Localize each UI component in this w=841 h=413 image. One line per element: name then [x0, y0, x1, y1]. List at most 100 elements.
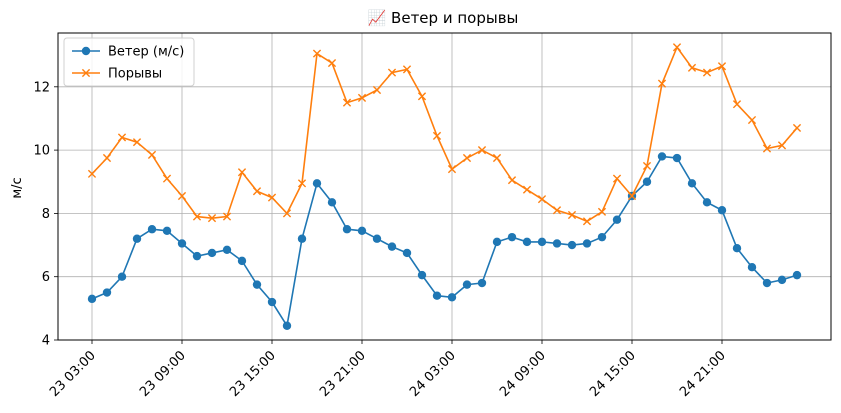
data-point	[402, 248, 412, 258]
y-tick-label: 6	[42, 270, 50, 285]
data-point	[462, 153, 472, 163]
data-point	[372, 234, 382, 243]
data-point	[447, 293, 457, 302]
data-point	[537, 195, 547, 204]
data-point	[462, 280, 472, 289]
data-point	[507, 176, 517, 185]
x-tick-label: 23 03:00	[47, 348, 99, 400]
legend-item: Порывы	[72, 67, 162, 82]
data-point	[687, 179, 697, 188]
legend-label: Порывы	[108, 67, 162, 82]
x-tick-label: 24 09:00	[497, 348, 549, 400]
x-tick-label: 23 15:00	[227, 348, 279, 400]
legend: Ветер (м/с) Порывы	[63, 37, 195, 87]
series-line	[91, 45, 798, 223]
data-point	[147, 225, 157, 234]
plot-area-frame	[57, 32, 832, 341]
data-point	[717, 206, 727, 215]
x-tick-label: 24 15:00	[587, 348, 639, 400]
data-point	[387, 68, 397, 77]
data-point	[747, 115, 757, 125]
data-point	[162, 226, 172, 236]
data-point	[477, 278, 487, 288]
data-point	[252, 280, 262, 289]
data-point	[252, 187, 262, 196]
data-point	[477, 146, 487, 155]
legend-item: Ветер (м/с)	[72, 45, 184, 60]
data-point	[537, 237, 547, 247]
data-point	[372, 85, 382, 95]
data-point	[312, 179, 322, 188]
series-2	[87, 43, 802, 226]
data-point	[117, 133, 127, 142]
data-point	[417, 92, 427, 101]
legend-marker	[81, 68, 91, 78]
data-point	[87, 294, 97, 304]
data-point	[102, 288, 112, 297]
data-point	[642, 177, 652, 186]
data-point	[792, 270, 802, 280]
y-tick-label: 12	[33, 80, 50, 95]
data-point	[582, 217, 592, 226]
data-point	[702, 198, 712, 207]
data-point	[162, 174, 172, 183]
data-point	[222, 245, 232, 254]
data-point	[597, 207, 607, 216]
data-point	[282, 321, 292, 330]
data-point	[297, 234, 307, 243]
data-point	[387, 242, 397, 251]
data-point	[207, 214, 217, 223]
y-axis-label: м/с	[10, 177, 25, 198]
legend-box	[63, 37, 195, 87]
data-point	[552, 239, 562, 248]
data-point	[207, 248, 217, 258]
data-point	[747, 263, 757, 272]
data-point	[762, 278, 772, 288]
x-tick-label: 23 21:00	[317, 348, 369, 400]
data-point	[792, 123, 802, 133]
data-point	[192, 212, 202, 221]
data-point	[342, 225, 352, 234]
data-point	[762, 144, 772, 153]
data-point	[627, 191, 637, 201]
x-tick-label: 23 09:00	[137, 348, 189, 400]
data-point	[447, 164, 457, 174]
data-point	[717, 62, 727, 71]
data-point	[732, 244, 742, 253]
x-tick-label: 24 21:00	[677, 348, 729, 400]
x-tick-label: 24 03:00	[407, 348, 459, 400]
data-point	[642, 161, 652, 171]
data-point	[522, 237, 532, 247]
data-point	[417, 270, 427, 280]
data-point	[177, 191, 187, 201]
data-point	[432, 291, 442, 300]
data-point	[327, 58, 337, 68]
data-point	[612, 174, 622, 183]
data-point	[102, 153, 112, 163]
data-point	[582, 239, 592, 248]
data-point	[327, 198, 337, 207]
y-tick-label: 4	[42, 334, 50, 349]
data-point	[507, 232, 517, 242]
legend-label: Ветер (м/с)	[108, 45, 184, 60]
data-point	[567, 240, 577, 250]
data-point	[282, 209, 292, 218]
data-point	[267, 193, 277, 202]
data-point	[237, 168, 247, 177]
data-point	[597, 232, 607, 242]
data-point	[567, 210, 577, 220]
data-point	[297, 179, 307, 188]
data-point	[87, 169, 97, 178]
data-point	[177, 239, 187, 248]
data-point	[657, 152, 667, 161]
data-point	[702, 68, 712, 77]
data-point	[402, 65, 412, 74]
data-point	[672, 43, 682, 52]
data-point	[657, 79, 667, 88]
legend-marker	[81, 46, 91, 56]
data-point	[492, 237, 502, 247]
data-point	[672, 153, 682, 163]
data-point	[432, 131, 442, 140]
y-tick-label: 8	[42, 207, 50, 222]
